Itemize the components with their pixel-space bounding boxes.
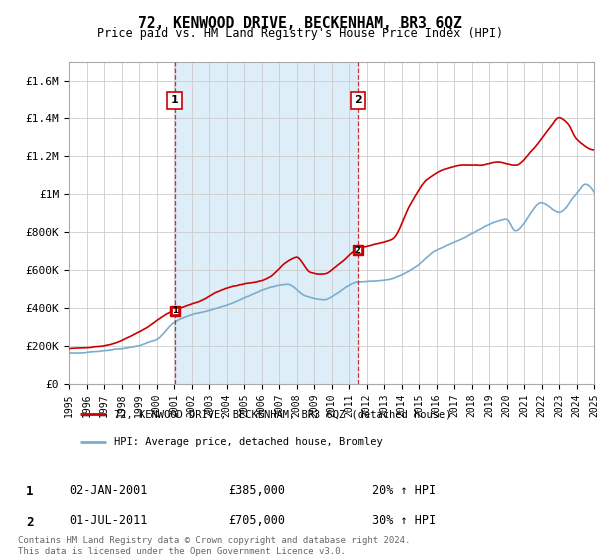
Text: 2: 2	[355, 246, 361, 255]
Bar	[175, 62, 358, 384]
Text: 1: 1	[171, 95, 179, 105]
Text: HPI: Average price, detached house, Bromley: HPI: Average price, detached house, Brom…	[113, 437, 382, 447]
Text: 2: 2	[354, 95, 362, 105]
Text: 01-JUL-2011: 01-JUL-2011	[69, 514, 148, 528]
Text: 30% ↑ HPI: 30% ↑ HPI	[372, 514, 436, 528]
Text: Contains HM Land Registry data © Crown copyright and database right 2024.
This d: Contains HM Land Registry data © Crown c…	[18, 536, 410, 556]
Text: Price paid vs. HM Land Registry's House Price Index (HPI): Price paid vs. HM Land Registry's House …	[97, 27, 503, 40]
Text: 02-JAN-2001: 02-JAN-2001	[69, 483, 148, 497]
Text: £705,000: £705,000	[228, 514, 285, 528]
Text: 1: 1	[172, 306, 178, 315]
Text: 2: 2	[26, 516, 34, 529]
Text: £385,000: £385,000	[228, 483, 285, 497]
Text: 72, KENWOOD DRIVE, BECKENHAM, BR3 6QZ: 72, KENWOOD DRIVE, BECKENHAM, BR3 6QZ	[138, 16, 462, 31]
Text: 20% ↑ HPI: 20% ↑ HPI	[372, 483, 436, 497]
Text: 72, KENWOOD DRIVE, BECKENHAM, BR3 6QZ (detached house): 72, KENWOOD DRIVE, BECKENHAM, BR3 6QZ (d…	[113, 409, 451, 419]
Text: 1: 1	[26, 485, 34, 498]
